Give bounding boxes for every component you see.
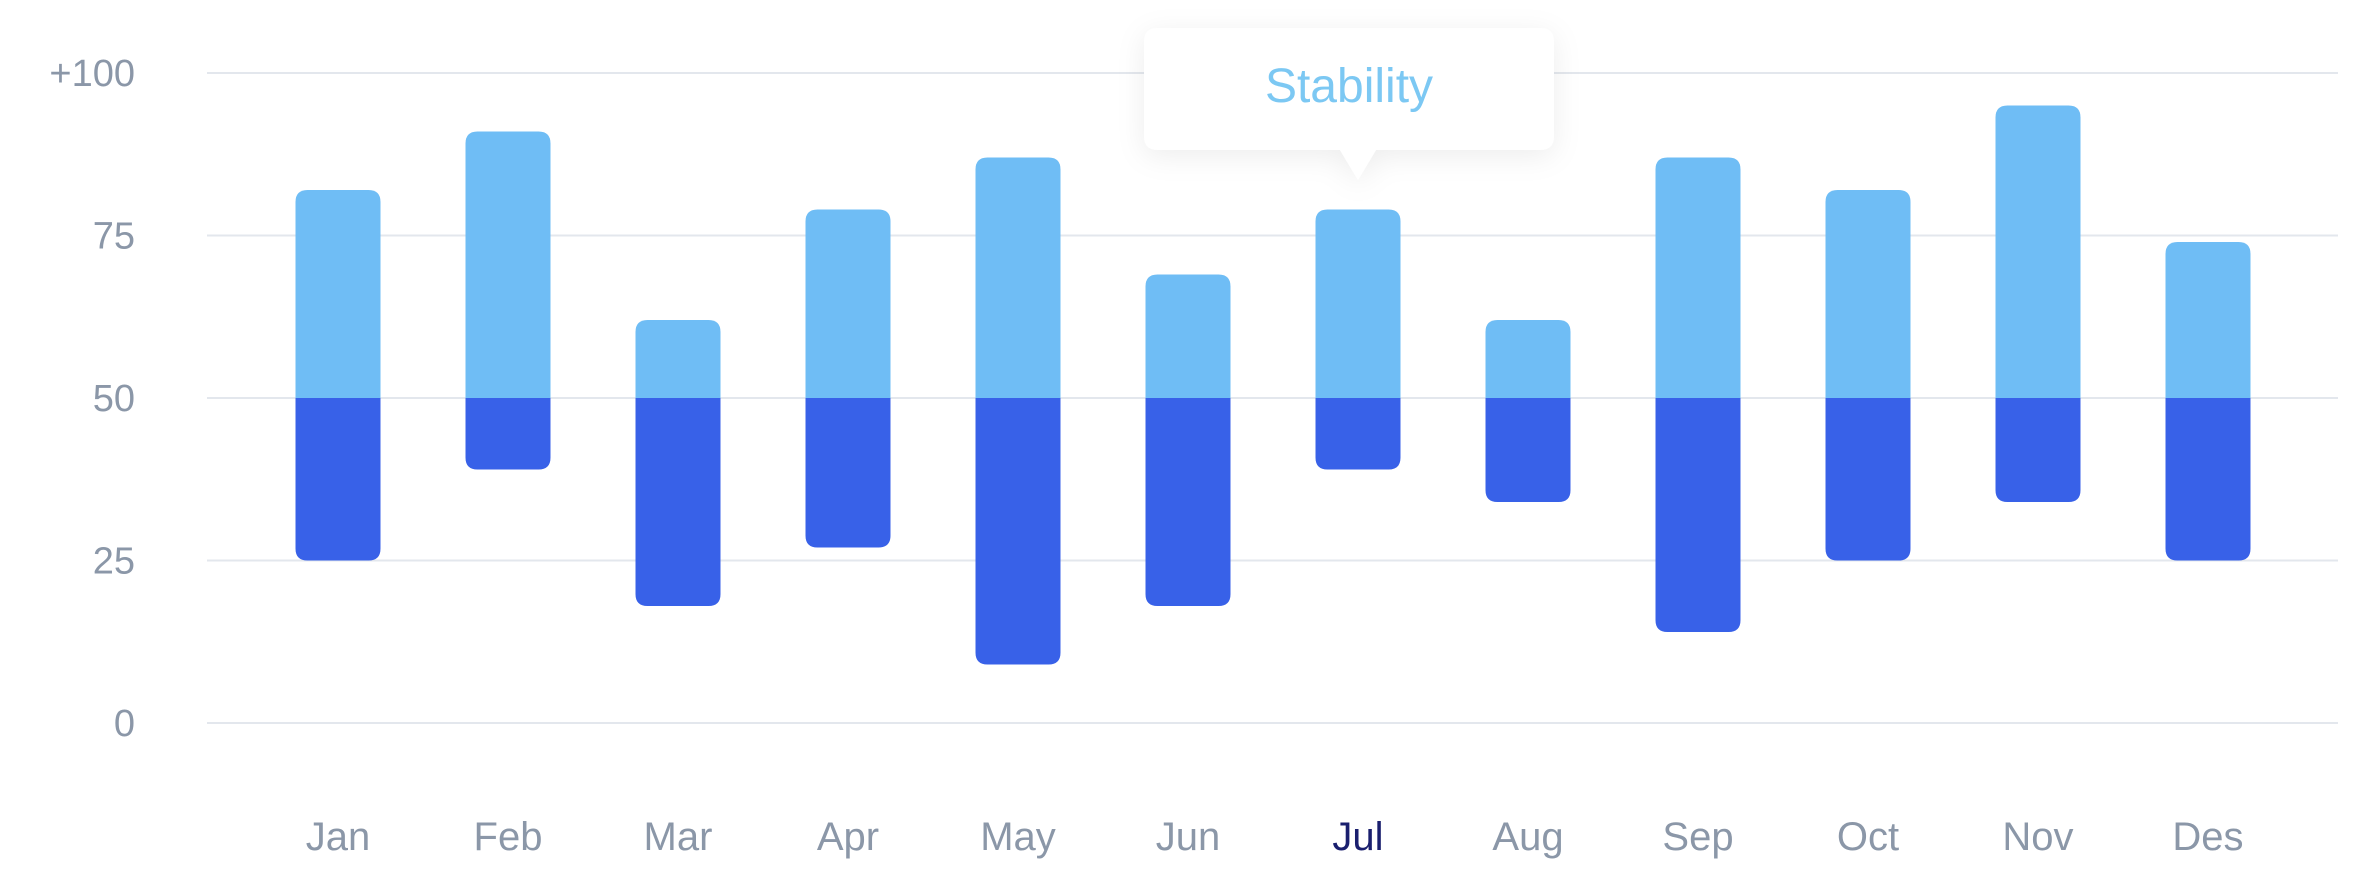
x-tick-label-sep: Sep xyxy=(1662,815,1733,859)
bar-upper-apr[interactable] xyxy=(805,209,891,399)
x-tick-label-des: Des xyxy=(2172,815,2243,859)
bar-upper-feb[interactable] xyxy=(465,131,551,399)
bar-upper-jun[interactable] xyxy=(1145,274,1231,399)
bar-upper-nov[interactable] xyxy=(1995,105,2081,399)
x-tick-label-jul: Jul xyxy=(1332,815,1383,859)
bar-lower-feb[interactable] xyxy=(465,398,551,470)
tooltip: Stability xyxy=(1144,28,1554,180)
x-axis: Jan Feb Mar Apr May Jun Jul Aug Sep Oct Nov Des xyxy=(306,815,2244,859)
bar-upper-des[interactable] xyxy=(2165,242,2251,398)
x-tick-label-jun: Jun xyxy=(1156,815,1221,859)
x-tick-label-jan: Jan xyxy=(306,815,371,859)
bar-upper-oct[interactable] xyxy=(1825,190,1911,398)
bar-upper-mar[interactable] xyxy=(635,320,721,398)
bar-upper-jan[interactable] xyxy=(295,190,381,398)
x-tick-label-nov: Nov xyxy=(2002,815,2073,859)
bars xyxy=(295,105,2251,665)
x-tick-label-mar: Mar xyxy=(644,815,713,859)
x-tick-label-aug: Aug xyxy=(1492,815,1563,859)
bar-lower-jun[interactable] xyxy=(1145,398,1231,606)
x-tick-label-oct: Oct xyxy=(1837,815,1899,859)
y-axis: 0 25 50 75 +100 xyxy=(49,53,135,745)
bar-lower-aug[interactable] xyxy=(1485,398,1571,502)
tooltip-label: Stability xyxy=(1265,60,1433,113)
bar-upper-jul[interactable] xyxy=(1315,209,1401,399)
y-tick-label: 75 xyxy=(93,216,135,258)
tooltip-box xyxy=(1144,28,1554,180)
bar-lower-apr[interactable] xyxy=(805,398,891,548)
bar-upper-aug[interactable] xyxy=(1485,320,1571,398)
bar-upper-sep[interactable] xyxy=(1655,157,1741,399)
bar-lower-des[interactable] xyxy=(2165,398,2251,561)
y-tick-label: +100 xyxy=(49,53,135,95)
y-tick-label: 0 xyxy=(114,703,135,745)
y-tick-label: 25 xyxy=(93,541,135,583)
bar-lower-nov[interactable] xyxy=(1995,398,2081,502)
bar-lower-jan[interactable] xyxy=(295,398,381,561)
bar-upper-may[interactable] xyxy=(975,157,1061,399)
bar-lower-mar[interactable] xyxy=(635,398,721,606)
bar-lower-sep[interactable] xyxy=(1655,398,1741,632)
bar-lower-jul[interactable] xyxy=(1315,398,1401,470)
x-tick-label-apr: Apr xyxy=(817,815,879,859)
bar-lower-may[interactable] xyxy=(975,398,1061,665)
bar-lower-oct[interactable] xyxy=(1825,398,1911,561)
x-tick-label-may: May xyxy=(980,815,1056,859)
x-tick-label-feb: Feb xyxy=(474,815,543,859)
y-tick-label: 50 xyxy=(93,378,135,420)
